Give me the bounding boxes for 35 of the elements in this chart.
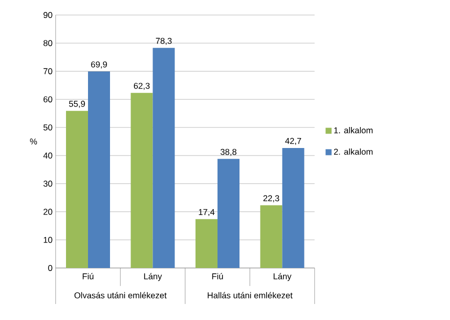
- x-tick-label: Fiú: [82, 273, 94, 280]
- x-tick-label: Lány: [144, 273, 162, 282]
- bar: [88, 72, 110, 268]
- y-tick-label: 40: [43, 152, 52, 159]
- bar: [282, 148, 304, 268]
- data-label: 55,9: [69, 100, 85, 108]
- data-label: 42,7: [285, 138, 302, 145]
- y-tick-label: 90: [44, 12, 52, 18]
- bar: [66, 110, 88, 268]
- data-label: 78,3: [156, 38, 172, 45]
- text: Hallás utáni emlékezet: [208, 292, 293, 298]
- bar: [196, 219, 218, 268]
- data-label: 38,8: [220, 148, 236, 156]
- y-tick-label: 80: [44, 40, 52, 46]
- y-tick-label: 20: [44, 208, 52, 215]
- y-tick-label: 30: [43, 180, 52, 187]
- y-tick-label: 0: [48, 264, 52, 271]
- y-axis-title: %: [30, 138, 37, 144]
- data-label: 69,9: [91, 61, 107, 68]
- x-tick-label: Lány: [274, 273, 292, 282]
- y-tick-label: 70: [44, 68, 52, 74]
- data-label: 17,4: [198, 209, 215, 216]
- x-tick-label: Fiú: [212, 273, 223, 280]
- y-tick-label: 50: [43, 124, 52, 130]
- bar: [218, 158, 240, 268]
- legend-label: 2. alkalom: [334, 148, 373, 155]
- legend-label: 1. alkalom: [334, 127, 373, 134]
- text: Olvasás utáni emlékezet: [74, 292, 167, 298]
- bar: [152, 48, 175, 268]
- y-tick-label: 10: [44, 236, 52, 243]
- data-label: 22,3: [263, 195, 280, 202]
- y-tick-label: 60: [44, 96, 52, 102]
- bar: [130, 92, 153, 268]
- bar: [260, 205, 282, 268]
- data-label: 62,3: [134, 82, 150, 90]
